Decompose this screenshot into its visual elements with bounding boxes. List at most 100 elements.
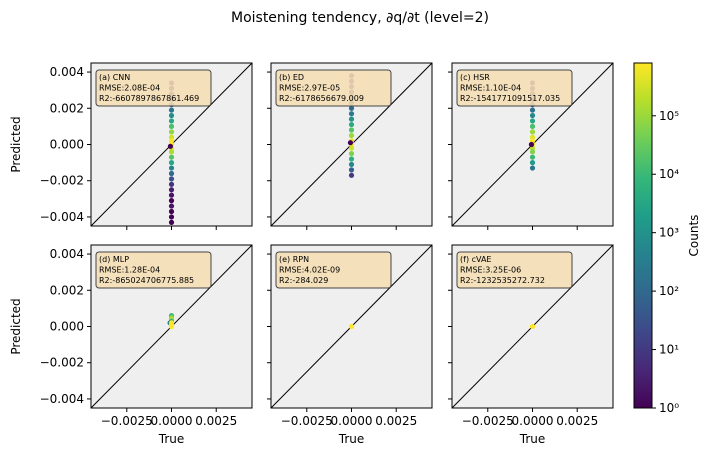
- data-point: [168, 214, 175, 220]
- rmse-value: RMSE:4.02E-09: [279, 266, 340, 275]
- x-tick-label: 0.0025: [195, 414, 237, 428]
- panel-hsr: (c) HSR RMSE:1.10E-04R2:-1541771091517.03…: [448, 62, 614, 230]
- data-point: [348, 127, 355, 133]
- data-point: [529, 123, 536, 129]
- data-point: [168, 160, 175, 166]
- y-tick-label: 0.000: [50, 320, 84, 334]
- data-point: [168, 208, 175, 215]
- rmse-value: RMSE:3.25E-06: [460, 266, 521, 275]
- metrics-box: [275, 69, 392, 107]
- data-point: [529, 323, 536, 330]
- data-point: [167, 143, 174, 149]
- colorbar-tick-label: 10⁵: [659, 109, 679, 123]
- data-point: [348, 156, 355, 162]
- r2-value: R2:-1541771091517.035: [460, 94, 560, 103]
- data-point: [348, 150, 355, 157]
- data-point: [168, 118, 175, 124]
- x-tick-label: 0.0000: [151, 414, 193, 428]
- data-point: [168, 154, 175, 160]
- data-point: [168, 138, 175, 144]
- scatter-points: [529, 323, 536, 330]
- y-tick-label: 0.004: [50, 65, 84, 79]
- y-tick-label: 0.000: [50, 138, 84, 152]
- data-point: [348, 323, 355, 330]
- data-point: [348, 145, 355, 151]
- data-point: [348, 116, 355, 122]
- x-tick-label: −0.0025: [462, 414, 514, 428]
- data-point: [168, 323, 175, 330]
- data-point: [348, 105, 355, 111]
- figure-title: Moistening tendency, ∂q/∂t (level=2): [231, 10, 489, 26]
- y-tick-label: −0.004: [40, 392, 84, 406]
- model-name: (b) ED: [279, 73, 304, 82]
- data-point: [529, 134, 536, 140]
- data-point: [168, 107, 175, 113]
- colorbar-tick-label: 10²: [659, 284, 679, 298]
- y-axis-label: Predicted: [9, 298, 23, 354]
- data-point: [348, 111, 355, 117]
- r2-value: R2:-284.029: [279, 276, 328, 285]
- y-axis-label: Predicted: [9, 116, 23, 172]
- model-name: (c) HSR: [460, 73, 490, 82]
- y-tick-label: 0.002: [50, 101, 84, 115]
- x-tick-label: 0.0025: [556, 414, 598, 428]
- colorbar-tick-label: 10⁰: [659, 401, 679, 415]
- colorbar-tick-label: 10³: [659, 226, 679, 240]
- rmse-value: RMSE:2.08E-04: [99, 84, 160, 93]
- scatter-points: [167, 313, 175, 330]
- data-point: [168, 203, 175, 209]
- data-point: [168, 129, 175, 135]
- x-axis-label: True: [158, 432, 185, 446]
- colorbar: 10⁰ 10¹ 10² 10³ 10⁴ 10⁵ Counts: [633, 62, 701, 415]
- data-point: [529, 149, 536, 155]
- data-point: [528, 141, 535, 148]
- x-tick-label: 0.0000: [331, 414, 373, 428]
- x-tick-label: 0.0000: [512, 414, 554, 428]
- r2-value: R2:-865024706775.885: [99, 276, 194, 285]
- metrics-box: [95, 251, 212, 289]
- r2-value: R2:-6178656679.009: [279, 94, 364, 103]
- data-point: [168, 123, 175, 129]
- data-point: [529, 154, 536, 160]
- data-point: [529, 118, 536, 124]
- data-point: [529, 129, 536, 135]
- data-point: [529, 165, 536, 171]
- data-point: [168, 181, 175, 187]
- x-axis-label: True: [519, 432, 546, 446]
- rmse-value: RMSE:1.28E-04: [99, 266, 160, 275]
- r2-value: R2:-1232535272.732: [460, 276, 545, 285]
- metrics-box: [456, 251, 573, 289]
- data-point: [347, 140, 354, 146]
- data-point: [168, 187, 175, 193]
- model-name: (a) CNN: [99, 73, 130, 82]
- data-point: [168, 192, 175, 198]
- y-tick-label: −0.004: [40, 210, 84, 224]
- x-tick-label: −0.0025: [281, 414, 333, 428]
- colorbar-label: Counts: [687, 215, 701, 257]
- x-axis-label: True: [338, 432, 365, 446]
- colorbar-tick-label: 10¹: [659, 343, 679, 357]
- data-point: [348, 132, 355, 139]
- data-point: [348, 172, 355, 178]
- data-point: [348, 161, 355, 168]
- x-tick-label: 0.0025: [375, 414, 417, 428]
- y-tick-label: 0.002: [50, 283, 84, 297]
- metrics-box: [275, 251, 392, 289]
- data-point: [168, 149, 175, 155]
- data-point: [529, 160, 536, 166]
- data-point: [168, 176, 175, 182]
- data-point: [529, 107, 536, 113]
- model-name: (f) cVAE: [460, 255, 492, 264]
- r2-value: R2:-6607897867861.469: [99, 94, 199, 103]
- data-point: [168, 170, 175, 177]
- colorbar-scale: [633, 62, 653, 409]
- panels: −0.004 −0.002 0.000 0.002 0.004 Predicted (a) …: [9, 62, 614, 446]
- model-name: (e) RPN: [279, 255, 309, 264]
- panel-cnn: −0.004 −0.002 0.000 0.002 0.004 Predicted (a) …: [9, 62, 253, 230]
- y-tick-label: −0.002: [40, 174, 84, 188]
- rmse-value: RMSE:2.97E-05: [279, 84, 340, 93]
